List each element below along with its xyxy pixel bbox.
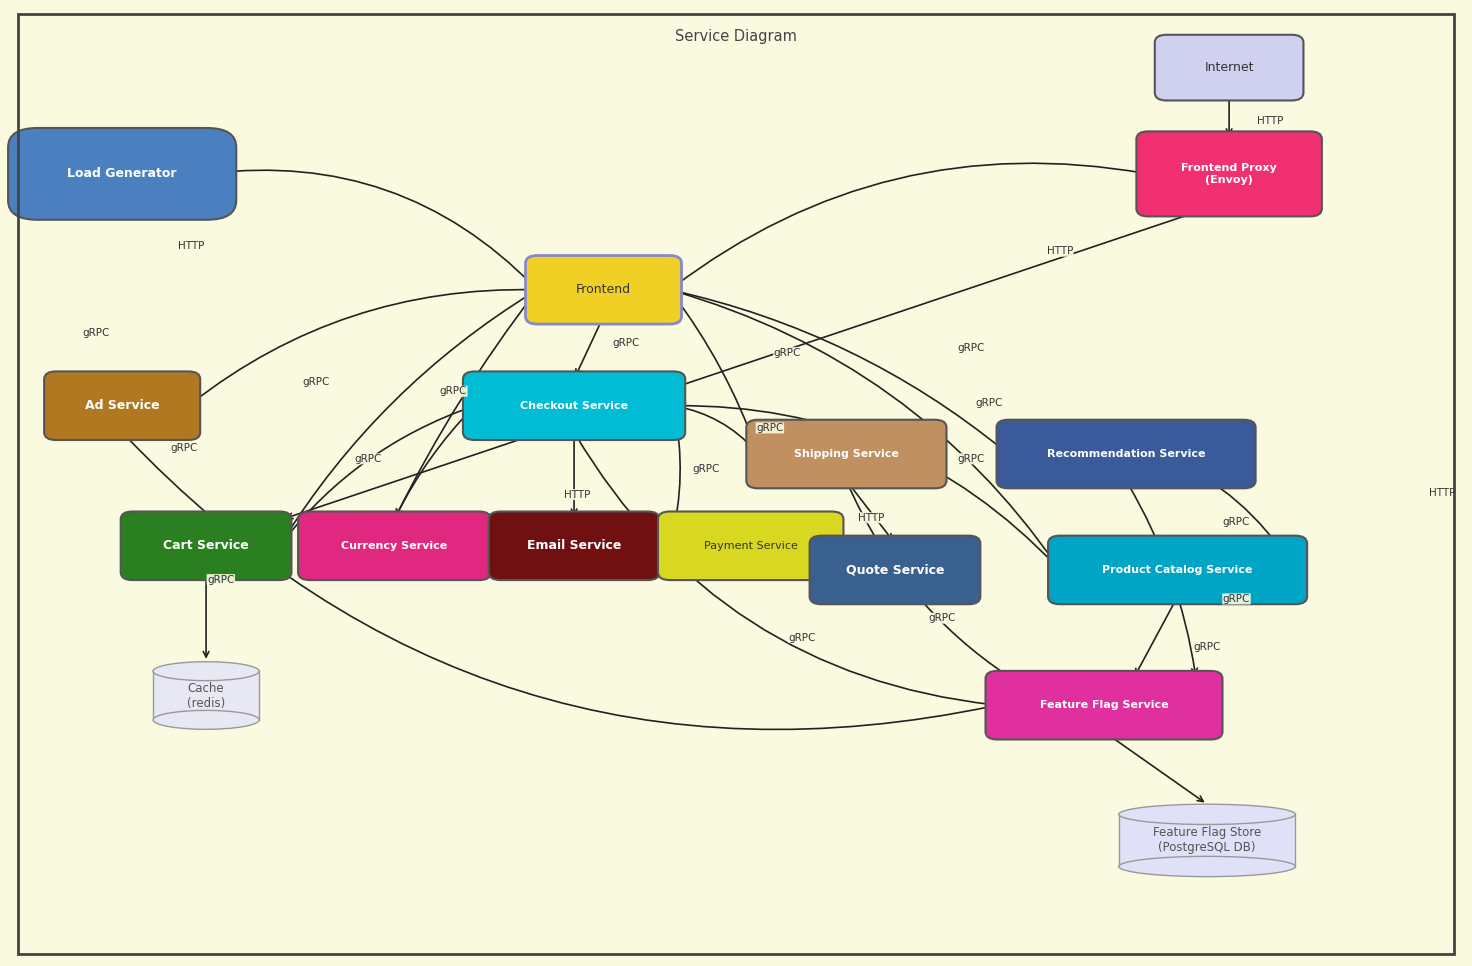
Text: gRPC: gRPC <box>303 377 330 386</box>
Text: Checkout Service: Checkout Service <box>520 401 629 411</box>
FancyBboxPatch shape <box>297 512 492 580</box>
Text: gRPC: gRPC <box>1223 517 1250 526</box>
FancyBboxPatch shape <box>1136 131 1322 216</box>
Text: gRPC: gRPC <box>958 343 985 353</box>
Bar <box>1119 814 1295 867</box>
Ellipse shape <box>1119 856 1295 877</box>
Text: Recommendation Service: Recommendation Service <box>1047 449 1206 459</box>
Text: Frontend Proxy
(Envoy): Frontend Proxy (Envoy) <box>1181 163 1278 185</box>
Text: gRPC: gRPC <box>789 633 815 642</box>
Bar <box>153 671 259 720</box>
Ellipse shape <box>153 710 259 729</box>
FancyBboxPatch shape <box>810 536 980 605</box>
Text: Payment Service: Payment Service <box>704 541 798 551</box>
Text: Shipping Service: Shipping Service <box>793 449 899 459</box>
Text: Quote Service: Quote Service <box>846 563 944 577</box>
FancyBboxPatch shape <box>997 419 1256 488</box>
FancyBboxPatch shape <box>489 512 659 580</box>
FancyBboxPatch shape <box>44 372 200 440</box>
Text: gRPC: gRPC <box>774 348 801 357</box>
Text: Frontend: Frontend <box>576 283 631 297</box>
Text: Cache
(redis): Cache (redis) <box>187 682 225 709</box>
Text: gRPC: gRPC <box>82 328 109 338</box>
FancyBboxPatch shape <box>746 419 946 488</box>
Text: Feature Flag Service: Feature Flag Service <box>1039 700 1169 710</box>
Text: gRPC: gRPC <box>976 398 1002 408</box>
Text: gRPC: gRPC <box>1194 642 1220 652</box>
Text: gRPC: gRPC <box>208 575 234 584</box>
Text: HTTP: HTTP <box>858 513 885 523</box>
Text: gRPC: gRPC <box>929 613 955 623</box>
FancyBboxPatch shape <box>1154 35 1304 100</box>
Text: gRPC: gRPC <box>1223 594 1250 604</box>
Ellipse shape <box>1119 804 1295 825</box>
FancyBboxPatch shape <box>1048 536 1307 605</box>
Text: HTTP: HTTP <box>1429 488 1456 497</box>
Text: Currency Service: Currency Service <box>342 541 447 551</box>
FancyBboxPatch shape <box>658 512 843 580</box>
FancyBboxPatch shape <box>9 128 236 220</box>
Ellipse shape <box>153 662 259 681</box>
Text: Internet: Internet <box>1204 61 1254 74</box>
Text: Product Catalog Service: Product Catalog Service <box>1103 565 1253 575</box>
Text: HTTP: HTTP <box>178 242 205 251</box>
Text: HTTP: HTTP <box>564 490 590 499</box>
Text: Service Diagram: Service Diagram <box>676 29 796 44</box>
Text: Feature Flag Store
(PostgreSQL DB): Feature Flag Store (PostgreSQL DB) <box>1153 827 1262 854</box>
Text: gRPC: gRPC <box>171 443 197 453</box>
Text: gRPC: gRPC <box>355 454 381 464</box>
Text: gRPC: gRPC <box>958 454 985 464</box>
FancyBboxPatch shape <box>986 671 1222 740</box>
Text: gRPC: gRPC <box>757 423 783 433</box>
Text: Email Service: Email Service <box>527 539 621 553</box>
Text: HTTP: HTTP <box>1047 246 1073 256</box>
Text: Cart Service: Cart Service <box>163 539 249 553</box>
FancyBboxPatch shape <box>462 372 684 440</box>
Text: Load Generator: Load Generator <box>68 167 177 181</box>
Text: gRPC: gRPC <box>612 338 639 348</box>
Text: gRPC: gRPC <box>693 464 720 473</box>
Text: HTTP: HTTP <box>1257 116 1284 126</box>
FancyBboxPatch shape <box>526 255 682 325</box>
Text: gRPC: gRPC <box>440 386 467 396</box>
Text: Ad Service: Ad Service <box>85 399 159 412</box>
FancyBboxPatch shape <box>121 512 291 580</box>
